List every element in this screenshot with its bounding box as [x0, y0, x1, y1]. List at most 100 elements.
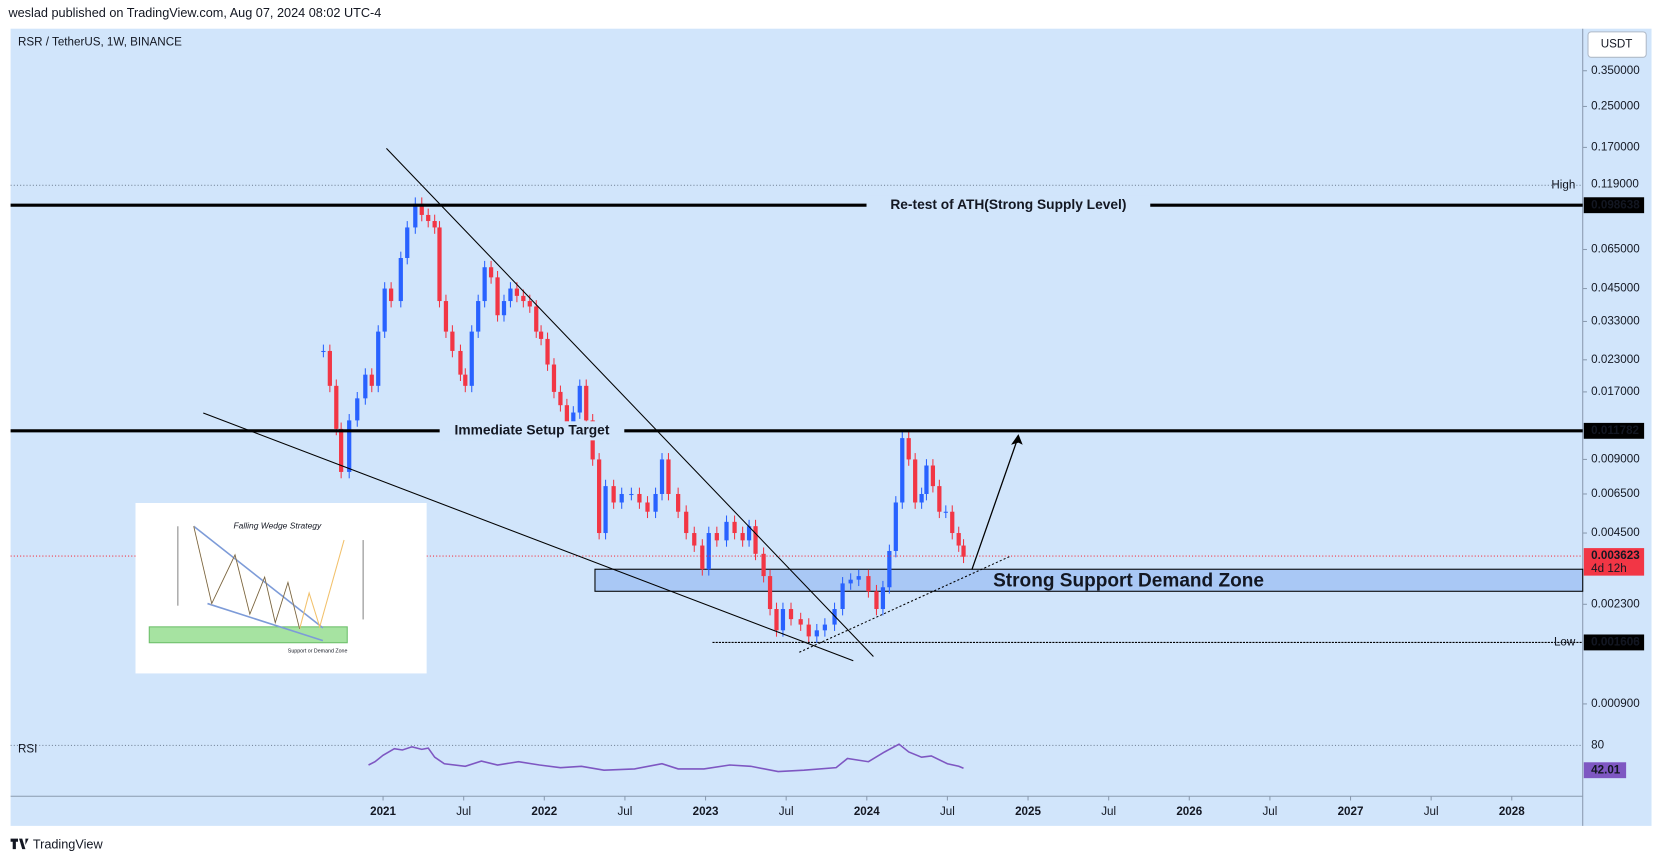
- price-label: 0.001606: [1591, 636, 1640, 649]
- y-tick-label: 0.023000: [1591, 353, 1640, 366]
- candle: [746, 526, 752, 541]
- candle: [584, 385, 589, 421]
- candle: [564, 405, 569, 429]
- candle: [603, 486, 608, 534]
- candle: [840, 583, 845, 610]
- inset-wedge-top: [193, 525, 324, 629]
- y-tick-label: 0.033000: [1591, 315, 1640, 328]
- inset-background: [135, 502, 427, 674]
- candle: [501, 301, 507, 316]
- candle: [788, 609, 794, 620]
- candle: [469, 331, 474, 386]
- candle: [450, 331, 455, 351]
- candle: [856, 576, 861, 580]
- candle: [476, 301, 481, 332]
- level-text: Re-test of ATH(Strong Supply Level): [890, 197, 1126, 212]
- candle: [488, 267, 494, 278]
- candle: [376, 331, 381, 386]
- candle: [740, 533, 745, 541]
- candle: [798, 619, 803, 625]
- level-tag: Low: [1554, 636, 1576, 649]
- candle: [684, 511, 689, 534]
- candle: [458, 350, 463, 375]
- rsi-last-box: [1583, 762, 1627, 779]
- candle: [558, 391, 563, 406]
- candle: [382, 288, 387, 332]
- price-label-box: [1583, 548, 1645, 576]
- candle: [363, 374, 368, 399]
- candle: [832, 609, 837, 625]
- candle: [508, 288, 513, 302]
- candle: [534, 306, 539, 332]
- x-tick-label: Jul: [779, 805, 794, 818]
- candle: [443, 301, 449, 332]
- candle: [806, 624, 811, 637]
- x-tick-label: 2023: [693, 805, 719, 818]
- candle: [645, 502, 650, 512]
- x-tick-label: Jul: [456, 805, 471, 818]
- x-tick-label: Jul: [617, 805, 632, 818]
- footer-brand: TradingView: [33, 837, 104, 851]
- level-text-bg: [866, 195, 1151, 215]
- y-tick-label: 0.250000: [1591, 100, 1640, 113]
- x-tick-label: 2022: [531, 805, 557, 818]
- x-tick-label: 2028: [1499, 805, 1525, 818]
- currency-box: [1587, 31, 1647, 58]
- candle: [545, 338, 550, 365]
- candle: [893, 502, 898, 551]
- demand-zone-label: Strong Support Demand Zone: [993, 570, 1264, 591]
- candle: [334, 385, 339, 429]
- candle: [887, 550, 892, 588]
- target-arrow: [971, 436, 1020, 570]
- candle: [767, 576, 773, 610]
- candle: [692, 533, 697, 546]
- candle: [956, 533, 961, 546]
- candle: [774, 609, 779, 631]
- inset-wedge-bottom: [207, 602, 324, 642]
- candle: [419, 203, 424, 215]
- candle: [848, 579, 853, 584]
- y-tick-label: 0.000900: [1591, 697, 1640, 710]
- candle: [900, 438, 905, 503]
- currency: USDT: [1601, 38, 1633, 51]
- candle: [637, 493, 642, 503]
- candle: [527, 301, 532, 307]
- candle: [538, 331, 544, 339]
- x-tick-label: 2027: [1338, 805, 1364, 818]
- candle: [521, 295, 526, 302]
- inset-title: Falling Wedge Strategy: [234, 521, 322, 531]
- candle: [930, 465, 936, 487]
- price-label: 0.098638: [1591, 198, 1640, 211]
- x-tick-label: 2024: [854, 805, 880, 818]
- y-tick-label: 0.350000: [1591, 64, 1640, 77]
- candle: [659, 459, 665, 494]
- candle: [355, 398, 360, 421]
- x-tick-label: Jul: [1424, 805, 1439, 818]
- candle: [961, 545, 966, 557]
- candle: [551, 364, 557, 392]
- y-tick-label: 0.045000: [1591, 282, 1640, 295]
- candle: [753, 526, 758, 554]
- wedge-upper: [386, 147, 874, 657]
- candle: [463, 374, 468, 386]
- candle: [571, 412, 576, 429]
- candle: [437, 227, 442, 302]
- y-tick-label: 0.006500: [1591, 487, 1640, 500]
- candle: [339, 428, 344, 472]
- price-label-box: [1583, 197, 1645, 214]
- chart-area: [10, 28, 1652, 826]
- candle: [943, 511, 948, 513]
- candle: [597, 459, 602, 534]
- candle: [389, 288, 394, 302]
- candle: [369, 374, 374, 386]
- level-tag: High: [1551, 178, 1575, 191]
- candle: [398, 257, 403, 302]
- y-tick-label: 0.002300: [1591, 597, 1640, 610]
- inset-caption: Support or Demand Zone: [288, 649, 348, 655]
- price-label: 0.003623: [1591, 549, 1640, 562]
- logo: [10, 838, 29, 850]
- candle: [724, 521, 729, 541]
- rsi-label: RSI: [18, 743, 37, 756]
- y-tick-label: 0.170000: [1591, 140, 1640, 153]
- price-label: 0.119000: [1591, 177, 1639, 190]
